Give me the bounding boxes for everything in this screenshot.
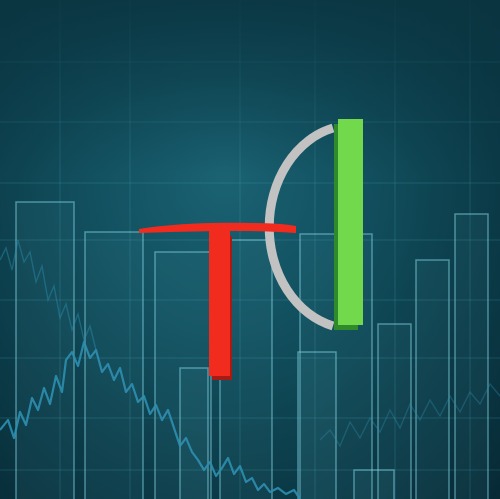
logo-t-stem (209, 228, 230, 376)
logo-t-crossbar (139, 222, 296, 233)
tc-logo (139, 119, 363, 380)
logo-green-bar (338, 119, 363, 325)
